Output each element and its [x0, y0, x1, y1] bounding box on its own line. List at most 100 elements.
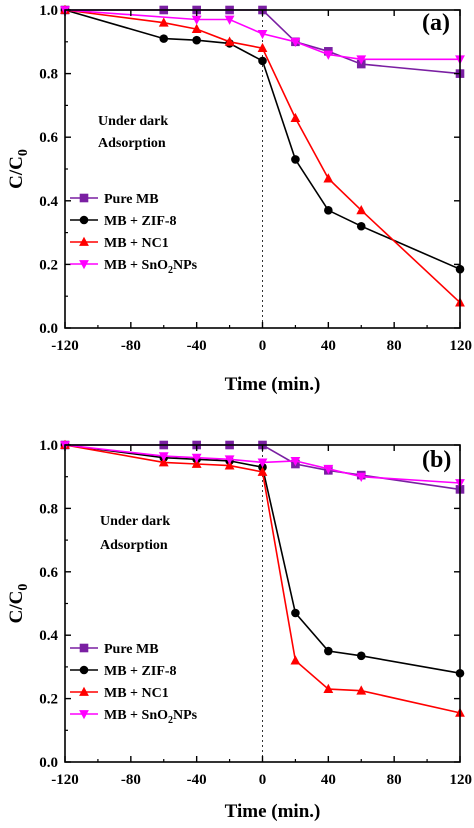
y-tick-label: 1.0 — [39, 3, 58, 19]
data-point — [356, 205, 367, 215]
x-tick-label: 120 — [450, 772, 473, 788]
y-axis-title-main: C/C — [6, 156, 27, 189]
legend-swatch-marker — [79, 686, 89, 696]
legend-label-main: MB + SnO — [104, 258, 168, 273]
y-axis-title: C/C0 — [6, 584, 31, 624]
legend-item-3: MB + NC1 — [70, 236, 169, 251]
legend-item-1: Pure MB — [70, 192, 159, 207]
legend-item-1: Pure MB — [70, 642, 159, 657]
x-tick-label: -40 — [187, 338, 207, 354]
legend-label-subscript: 2 — [168, 265, 173, 276]
x-tick-label: -40 — [187, 772, 207, 788]
legend-label-subscript: 2 — [168, 715, 173, 726]
legend-swatch-marker — [79, 215, 89, 225]
data-point — [291, 608, 300, 618]
annotation-line-1: Under dark — [100, 514, 170, 529]
legend-swatch-marker — [79, 193, 89, 203]
chart-panel-b: -120 -80 -40 0 40 80 120 0.0 0.2 0.4 0.6 0.8 1.0 Time… — [6, 438, 472, 822]
y-axis-title: C/C0 — [6, 149, 31, 189]
series-3 — [60, 4, 465, 307]
data-point — [191, 15, 202, 25]
data-point — [224, 455, 235, 465]
data-point — [191, 453, 202, 463]
legend-label: MB + NC1 — [104, 686, 169, 701]
data-point — [257, 42, 268, 53]
series-3 — [60, 439, 465, 717]
data-point — [192, 35, 201, 45]
legend-label-tail: NPs — [173, 258, 198, 273]
x-axis-title: Time (min.) — [225, 801, 321, 822]
x-tick-label: 40 — [321, 338, 336, 354]
data-point — [356, 472, 367, 482]
legend-label: MB + ZIF-8 — [104, 664, 177, 679]
chart-panel-a: -120 -80 -40 0 40 80 120 0.0 0.2 0.4 0.6 0.8 1.0 Time… — [6, 3, 472, 395]
y-tick-label: 0.2 — [39, 257, 58, 273]
y-tick-label: 0.2 — [39, 692, 58, 708]
y-tick-label: 0.4 — [39, 194, 58, 210]
x-tick-label: 40 — [321, 772, 336, 788]
data-point — [356, 651, 366, 661]
legend-swatch-marker — [79, 236, 89, 246]
legend-swatch-marker — [79, 643, 89, 653]
data-point — [191, 23, 202, 33]
x-tick-label: 0 — [259, 338, 267, 354]
x-tick-label: 120 — [450, 338, 473, 354]
y-tick-label: 0.4 — [39, 628, 58, 644]
y-tick-label: 0.8 — [39, 501, 58, 517]
legend-item-4: MB + SnO2NPs — [70, 258, 198, 276]
series-line — [64, 9, 460, 61]
legend-label: MB + SnO2NPs — [104, 258, 198, 276]
y-tick-label: 0.0 — [39, 321, 58, 337]
legend-item-2: MB + ZIF-8 — [70, 214, 177, 229]
annotation-line-2: Adsorption — [98, 136, 166, 151]
data-point — [290, 112, 301, 123]
data-point — [158, 457, 169, 467]
data-point — [224, 36, 235, 46]
legend-swatch-marker — [79, 665, 89, 675]
data-point — [257, 466, 268, 476]
legend-label: MB + NC1 — [104, 236, 169, 251]
annotation-line-2: Adsorption — [100, 538, 168, 553]
legend-label: Pure MB — [104, 192, 159, 207]
x-tick-label: 0 — [259, 772, 267, 788]
data-point — [290, 655, 301, 665]
y-tick-label: 1.0 — [39, 438, 58, 454]
data-point — [159, 34, 169, 43]
y-tick-label: 0.6 — [39, 130, 58, 146]
data-point — [356, 685, 367, 695]
y-axis-title-subscript: 0 — [16, 149, 31, 156]
data-point — [257, 458, 268, 468]
data-point — [323, 683, 334, 693]
data-point — [356, 221, 366, 231]
data-point — [290, 456, 301, 467]
y-axis-title-subscript: 0 — [16, 584, 31, 591]
panel-label: (b) — [422, 447, 451, 473]
data-point — [224, 460, 235, 470]
data-point — [224, 15, 235, 25]
data-point — [158, 17, 169, 27]
legend-label-tail: NPs — [173, 708, 198, 723]
legend-label-main: MB + SnO — [104, 708, 168, 723]
y-axis-title-main: C/C — [6, 591, 27, 624]
legend-swatch-marker — [79, 260, 89, 270]
legend: Pure MB MB + ZIF-8 MB + NC1 MB + SnO2NPs — [70, 192, 198, 276]
data-point — [290, 37, 301, 48]
x-axis-title: Time (min.) — [225, 374, 321, 395]
panel-label: (a) — [422, 10, 450, 36]
data-point — [323, 173, 334, 183]
x-tick-label: -120 — [51, 772, 79, 788]
x-tick-label: -80 — [121, 338, 141, 354]
data-point — [323, 464, 334, 475]
legend-label: MB + ZIF-8 — [104, 214, 177, 229]
y-tick-label: 0.6 — [39, 565, 58, 581]
data-point — [257, 29, 268, 40]
data-point — [324, 206, 333, 215]
data-point — [291, 155, 300, 164]
series-4 — [60, 6, 465, 65]
data-point — [356, 55, 367, 65]
legend-swatch-marker — [79, 710, 89, 720]
legend-label: Pure MB — [104, 642, 159, 657]
y-tick-label: 0.0 — [39, 755, 58, 771]
data-point — [258, 56, 267, 66]
